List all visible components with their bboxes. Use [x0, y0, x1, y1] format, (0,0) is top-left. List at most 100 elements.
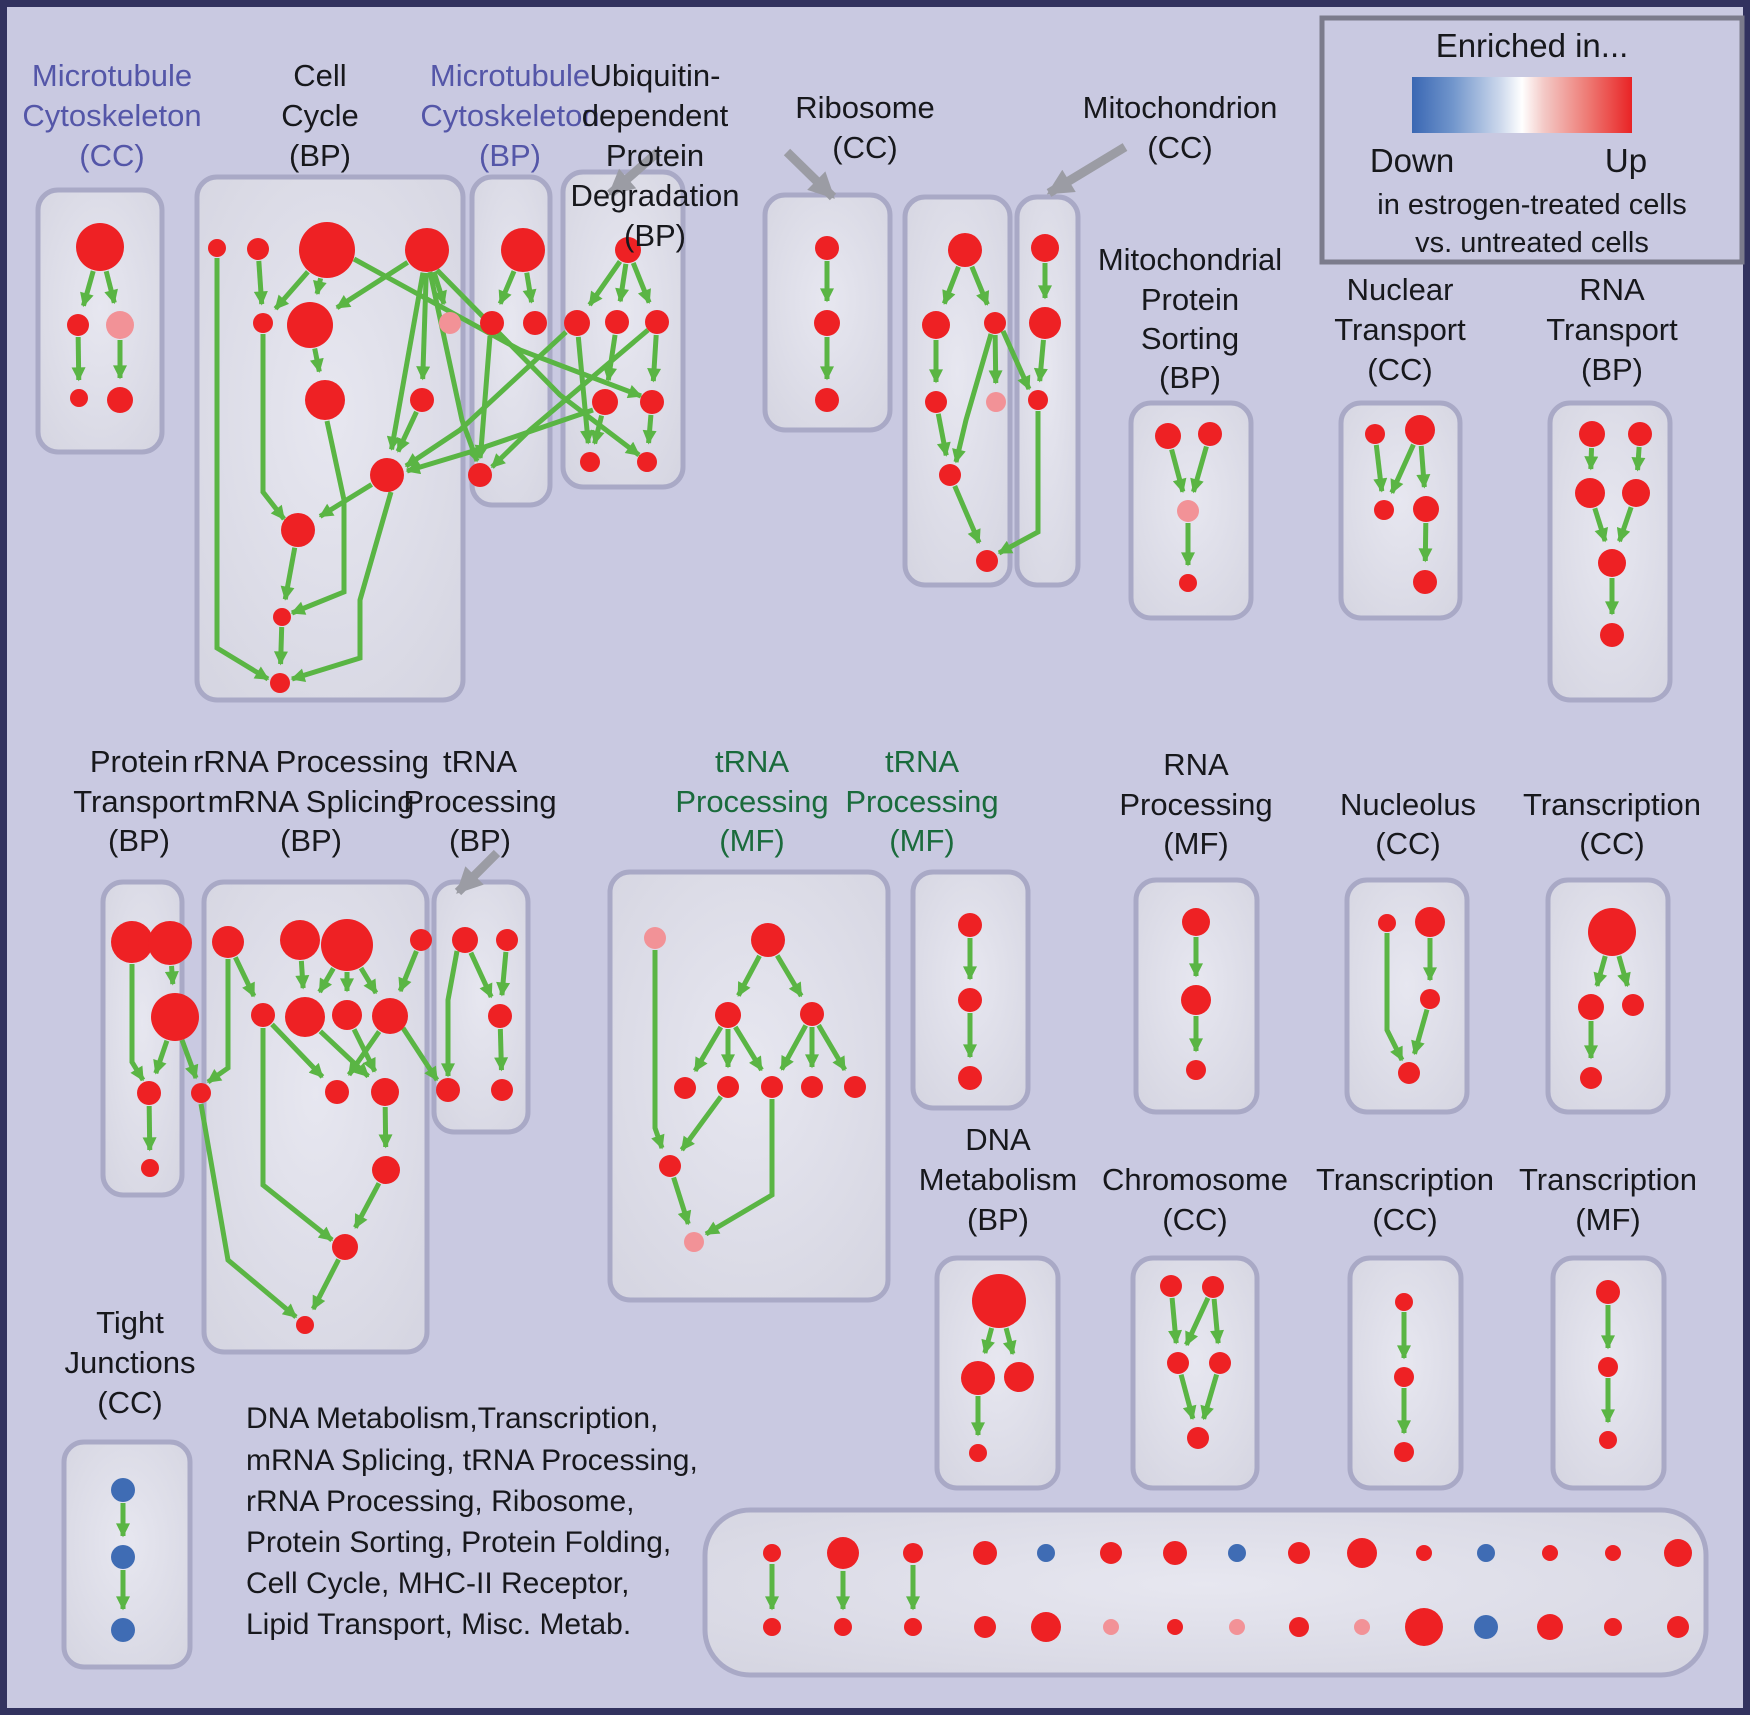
go-term-node-rna-processing-mf	[1186, 1060, 1206, 1080]
edge-arrow	[309, 348, 324, 373]
edge-arrow	[692, 1025, 724, 1073]
cluster-label-ubiquitin-dependent-protein-degradation-bp: Degradation	[571, 178, 740, 213]
go-term-node-microtubule-bp	[501, 228, 545, 272]
cluster-label-microtubule-cytoskeleton-bp: Microtubule	[430, 58, 590, 93]
edge-arrow	[317, 967, 336, 994]
group-box-nucleolus	[1344, 877, 1470, 1115]
go-term-node-rrna-mrna	[372, 998, 408, 1034]
edge-arrow	[400, 1026, 440, 1082]
go-term-node-ribosome	[925, 391, 947, 413]
go-term-node-microtubule-bp	[480, 311, 504, 335]
go-term-node-cell-cycle	[270, 673, 290, 693]
edge-arrow	[952, 333, 994, 464]
go-term-node-trna-mf-large	[717, 1076, 739, 1098]
edge-arrow	[969, 265, 990, 306]
edge-arrow	[575, 336, 595, 445]
edge-arrow	[1411, 1008, 1430, 1056]
cluster-label-cell-cycle-bp: (BP)	[289, 138, 351, 173]
go-term-node-dna-metabolism	[961, 1361, 995, 1395]
cluster-label-rna-processing-mf: (MF)	[1163, 826, 1228, 861]
edge-arrow	[952, 485, 982, 544]
go-term-node-nuclear-transport	[1413, 496, 1439, 522]
go-term-node-trna-mf-large	[684, 1232, 704, 1252]
go-term-node-trna-mf-large	[844, 1076, 866, 1098]
edge-arrow	[142, 1105, 157, 1152]
go-term-node-rrna-mrna	[251, 1003, 275, 1027]
cluster-label-transcription-mf: (MF)	[1575, 1202, 1640, 1237]
group-box-misc-strip	[702, 1507, 1709, 1678]
go-term-node-trna-bp	[491, 1079, 513, 1101]
cluster-label-dna-metabolism-bp: DNA	[965, 1122, 1031, 1157]
go-term-node-rrna-mrna	[280, 920, 320, 960]
edge-arrow	[179, 1039, 199, 1080]
strip-node-top-10	[1347, 1538, 1377, 1568]
edge-arrow	[997, 411, 1041, 556]
ubiquitin-left-pointer-icon	[607, 148, 661, 198]
edge-arrow	[587, 260, 623, 307]
go-term-node-ubiquitin-a	[640, 390, 664, 414]
edge-arrow	[335, 260, 409, 310]
cluster-label-trna-processing-mf-2: Processing	[845, 784, 998, 819]
go-term-node-transcription-cc-bottom	[1394, 1442, 1414, 1462]
cluster-label-rrna-processing-mrna-splicing-bp: mRNA Splicing	[208, 784, 415, 819]
go-term-node-trna-mf-large	[751, 923, 785, 957]
cluster-label-trna-processing-mf-2: tRNA	[885, 744, 959, 779]
edge-arrow	[386, 272, 426, 451]
cluster-label-transcription-cc-bottom: (CC)	[1372, 1202, 1437, 1237]
edge-arrow	[497, 270, 517, 305]
go-term-node-trna-mf-small	[958, 988, 982, 1012]
go-term-node-nuclear-transport	[1405, 415, 1435, 445]
cluster-label-rrna-processing-mrna-splicing-bp: (BP)	[280, 823, 342, 858]
cluster-label-trna-processing-mf-1: tRNA	[715, 744, 789, 779]
go-term-node-cell-cycle	[247, 238, 269, 260]
go-term-node-ribosome	[922, 311, 950, 339]
go-term-node-transcription-mf	[1599, 1431, 1617, 1449]
legend-down: Down	[1370, 142, 1454, 179]
cluster-label-trna-processing-mf-2: (MF)	[889, 823, 954, 858]
edge-arrow	[253, 260, 268, 306]
edge-arrow	[270, 1022, 325, 1079]
cluster-label-ubiquitin-dependent-protein-degradation-bp: (BP)	[624, 218, 686, 253]
strip-node-top-5	[1037, 1544, 1055, 1562]
cluster-label-microtubule-cytoskeleton-bp: (BP)	[479, 138, 541, 173]
edge-arrow	[733, 1025, 764, 1072]
edge-arrow	[1418, 522, 1433, 563]
cluster-label-ribosome-cc: Ribosome	[795, 90, 935, 125]
strip-node-top-4	[973, 1541, 997, 1565]
go-term-node-ribosome	[948, 233, 982, 267]
cluster-label-mitochondrion-cc: Mitochondrion	[1083, 90, 1278, 125]
edge-arrow	[630, 262, 652, 304]
go-term-node-microtubule-cc	[70, 389, 88, 407]
edge-arrow	[679, 1095, 723, 1152]
misc-clusters-text: Lipid Transport, Misc. Metab.	[246, 1608, 631, 1641]
group-box-nuclear-transport	[1338, 400, 1463, 621]
legend-title: Enriched in...	[1436, 27, 1629, 64]
go-term-node-trna-mf-large	[659, 1155, 681, 1177]
go-term-node-transcription-mf	[1598, 1357, 1618, 1377]
nodes	[67, 222, 1692, 1646]
edge-arrow	[260, 334, 286, 521]
go-term-node-mito-protein-sorting	[1177, 500, 1199, 522]
edge-arrow	[273, 626, 288, 666]
group-box-dna-metabolism	[934, 1255, 1061, 1491]
cluster-label-ubiquitin-dependent-protein-degradation-bp: dependent	[582, 98, 729, 133]
strip-node-top-7	[1163, 1541, 1187, 1565]
strip-node-bottom-14	[1604, 1618, 1622, 1636]
go-term-node-microtubule-bp	[468, 463, 492, 487]
go-term-node-rna-transport	[1579, 421, 1605, 447]
go-term-node-transcription-mf	[1596, 1280, 1620, 1304]
misc-clusters-text: mRNA Splicing, tRNA Processing,	[246, 1444, 698, 1477]
cluster-label-microtubule-cytoskeleton-cc: Microtubule	[32, 58, 192, 93]
go-term-node-tight-junctions	[111, 1618, 135, 1642]
cluster-label-mitochondrial-protein-sorting-bp: Protein	[1141, 282, 1239, 317]
go-term-node-mitochondrion	[1028, 390, 1048, 410]
edge-arrow	[981, 1327, 995, 1355]
cluster-label-transcription-cc-top: (CC)	[1579, 826, 1644, 861]
misc-clusters-text: rRNA Processing, Ribosome,	[246, 1485, 634, 1518]
cluster-label-nucleolus-cc: Nucleolus	[1340, 787, 1476, 822]
strip-node-bottom-7	[1167, 1619, 1183, 1635]
go-term-node-chromosome	[1202, 1276, 1224, 1298]
legend-gradient-icon	[1412, 77, 1632, 133]
go-term-node-trna-bp	[452, 927, 478, 953]
